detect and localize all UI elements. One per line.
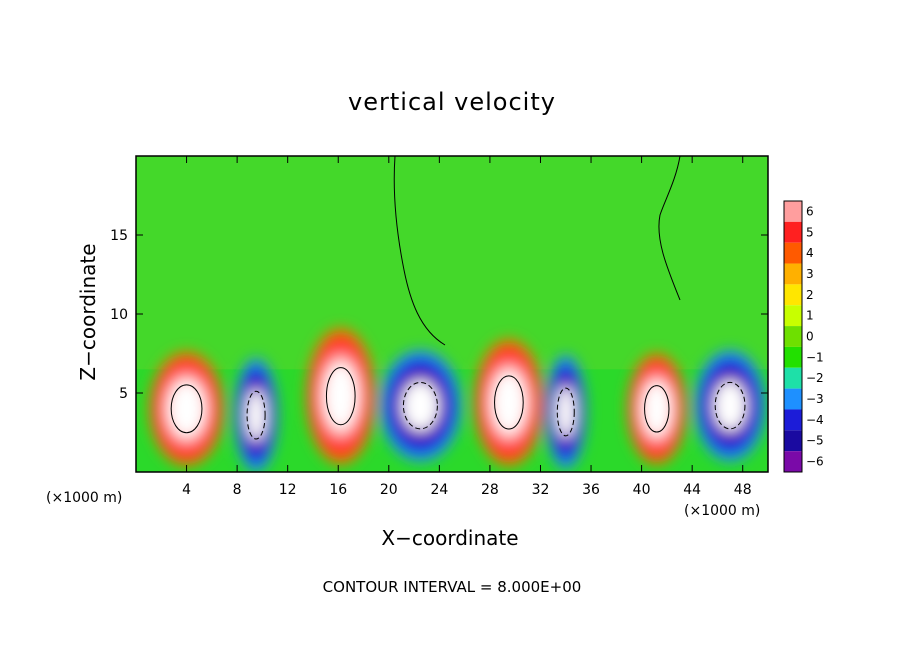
x-unit-label-left: (×1000 m) bbox=[46, 490, 123, 506]
colorbar-swatch bbox=[784, 242, 802, 264]
contour-4 bbox=[494, 375, 524, 430]
x-tick-label: 16 bbox=[329, 482, 347, 498]
colorbar-swatch bbox=[784, 221, 802, 243]
colorbar-tick-label: 3 bbox=[806, 267, 814, 281]
contour-2 bbox=[325, 367, 356, 426]
contour-line-a bbox=[393, 156, 446, 346]
colorbar-tick-label: 4 bbox=[806, 246, 814, 260]
contour-6 bbox=[644, 385, 670, 433]
cell-6-ring-3 bbox=[642, 381, 672, 437]
x-tick-label: 28 bbox=[481, 482, 499, 498]
y-tick-label: 10 bbox=[110, 307, 128, 323]
colorbar-swatch bbox=[784, 388, 802, 410]
x-axis-label: X−coordinate bbox=[381, 526, 519, 550]
x-tick-label: 12 bbox=[279, 482, 297, 498]
contour-interval-note: CONTOUR INTERVAL = 8.000E+00 bbox=[322, 578, 582, 596]
contour-7 bbox=[714, 381, 746, 430]
contour-line-b bbox=[658, 156, 681, 301]
colorbar-tick-label: −1 bbox=[806, 350, 824, 364]
colorbar-tick-label: 1 bbox=[806, 309, 814, 323]
contour-0 bbox=[170, 384, 203, 434]
colorbar-tick-label: 2 bbox=[806, 288, 814, 302]
cell-0-ring-3 bbox=[168, 380, 205, 438]
x-unit-label-right: (×1000 m) bbox=[684, 503, 761, 519]
cell-2-ring-3 bbox=[323, 362, 358, 431]
colorbar-tick-label: −5 bbox=[806, 434, 824, 448]
colorbar-tick-label: −3 bbox=[806, 392, 824, 406]
x-tick-label: 44 bbox=[683, 482, 701, 498]
cells-group bbox=[149, 328, 766, 472]
colorbar-swatch bbox=[784, 346, 802, 368]
contour-1 bbox=[246, 390, 266, 440]
x-tick-label: 36 bbox=[582, 482, 600, 498]
colorbar-swatch bbox=[784, 305, 802, 327]
colorbar: 6 5 4 3 2 1 0 −1 −2 −3 −4 −5 −6 bbox=[783, 200, 824, 473]
heatmap-field bbox=[136, 156, 768, 472]
cell-5-ring-3 bbox=[556, 386, 575, 438]
y-tick-label: 15 bbox=[110, 228, 128, 244]
plot-area bbox=[136, 156, 768, 472]
cell-3-ring-3 bbox=[402, 380, 439, 431]
chart-title: vertical velocity bbox=[348, 88, 556, 116]
colorbar-swatch bbox=[784, 430, 802, 452]
colorbar-swatch bbox=[784, 367, 802, 389]
x-tick-label: 4 bbox=[182, 482, 191, 498]
colorbar-tick-label: 6 bbox=[806, 204, 814, 218]
cell-7-ring-3 bbox=[714, 380, 747, 431]
x-tick-label: 48 bbox=[734, 482, 752, 498]
x-tick-label: 32 bbox=[532, 482, 550, 498]
cell-4-ring-3 bbox=[491, 370, 526, 435]
colorbar-tick-label: −2 bbox=[806, 371, 824, 385]
x-tick-label: 20 bbox=[380, 482, 398, 498]
x-tick-label: 8 bbox=[233, 482, 242, 498]
cell-1-ring-3 bbox=[246, 389, 266, 441]
colorbar-tick-label: −4 bbox=[806, 413, 824, 427]
colorbar-swatch bbox=[784, 409, 802, 431]
contour-3 bbox=[402, 381, 438, 430]
colorbar-swatch bbox=[784, 284, 802, 306]
x-tick-label: 24 bbox=[430, 482, 448, 498]
colorbar-tick-label: −6 bbox=[806, 455, 824, 469]
colorbar-tick-label: 5 bbox=[806, 225, 814, 239]
colorbar-swatch bbox=[784, 326, 802, 347]
colorbar-swatch bbox=[784, 201, 802, 222]
colorbar-swatch bbox=[784, 263, 802, 285]
colorbar-tick-label: 0 bbox=[806, 330, 814, 344]
colorbar-swatch bbox=[784, 451, 802, 472]
x-tick-label: 40 bbox=[633, 482, 651, 498]
colorbar-frame bbox=[783, 200, 803, 473]
contour-5 bbox=[556, 387, 575, 437]
y-tick-label: 5 bbox=[119, 386, 128, 402]
